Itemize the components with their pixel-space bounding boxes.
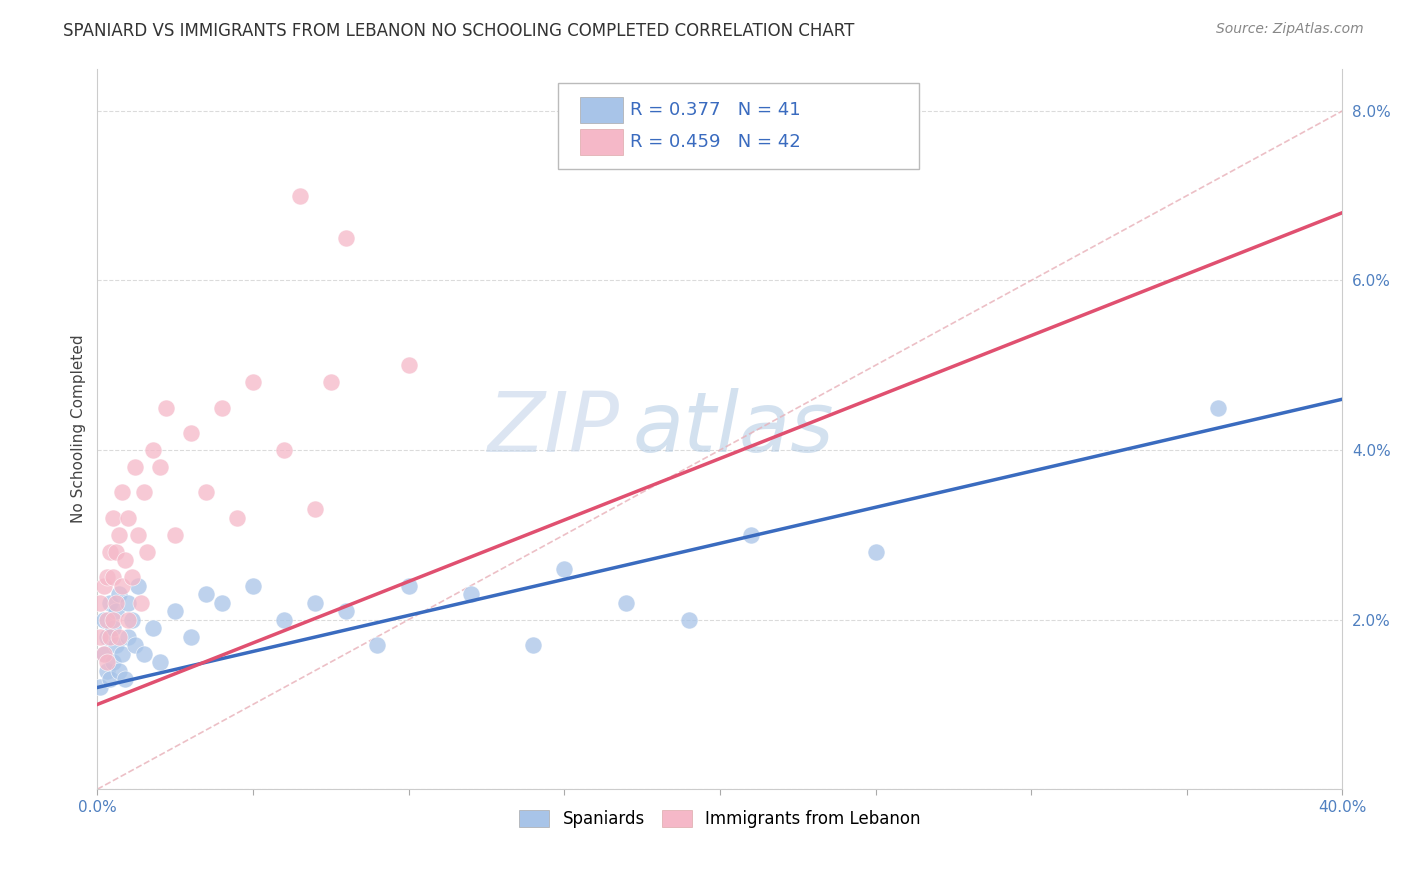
Point [111, 485, 134, 500]
Point [195, 485, 218, 500]
Point [121, 613, 143, 627]
Point [101, 570, 124, 584]
Point [273, 613, 295, 627]
Point [180, 426, 202, 441]
Point [96, 570, 118, 584]
Text: SPANIARD VS IMMIGRANTS FROM LEBANON NO SCHOOLING COMPLETED CORRELATION CHART: SPANIARD VS IMMIGRANTS FROM LEBANON NO S… [63, 22, 855, 40]
Point [1206, 401, 1229, 415]
Point [127, 579, 149, 593]
FancyBboxPatch shape [581, 96, 623, 122]
Point [136, 545, 159, 559]
Point [155, 401, 177, 415]
Point [319, 376, 342, 390]
Point [142, 621, 165, 635]
Point [101, 511, 124, 525]
Point [335, 231, 357, 245]
Point [105, 604, 128, 618]
Text: atlas: atlas [633, 388, 834, 469]
Point [132, 485, 155, 500]
Point [98, 596, 121, 610]
Point [114, 553, 136, 567]
Text: R = 0.459   N = 42: R = 0.459 N = 42 [630, 133, 801, 151]
Point [117, 630, 139, 644]
FancyBboxPatch shape [581, 129, 623, 155]
Point [96, 630, 118, 644]
Point [242, 376, 264, 390]
Y-axis label: No Schooling Completed: No Schooling Completed [72, 334, 86, 524]
Point [865, 545, 887, 559]
Point [93, 647, 115, 661]
Point [129, 596, 152, 610]
Point [335, 604, 357, 618]
Point [149, 655, 172, 669]
Point [242, 579, 264, 593]
Point [366, 638, 388, 652]
Point [89, 596, 111, 610]
Point [98, 630, 121, 644]
Point [740, 528, 762, 542]
Legend: Spaniards, Immigrants from Lebanon: Spaniards, Immigrants from Lebanon [513, 804, 927, 835]
Point [89, 630, 111, 644]
Point [398, 359, 420, 373]
Point [101, 613, 124, 627]
Point [108, 587, 131, 601]
Point [304, 502, 326, 516]
Point [96, 664, 118, 678]
Point [111, 579, 134, 593]
Point [226, 511, 249, 525]
Point [142, 443, 165, 458]
Point [678, 613, 700, 627]
Point [460, 587, 482, 601]
Point [105, 545, 128, 559]
Point [93, 613, 115, 627]
Point [132, 647, 155, 661]
FancyBboxPatch shape [558, 83, 920, 169]
Point [108, 664, 131, 678]
Point [96, 655, 118, 669]
Point [304, 596, 326, 610]
Point [93, 647, 115, 661]
Point [108, 528, 131, 542]
Point [165, 528, 187, 542]
Point [108, 630, 131, 644]
Point [89, 681, 111, 695]
Point [522, 638, 544, 652]
Point [398, 579, 420, 593]
Point [195, 587, 218, 601]
Point [553, 562, 575, 576]
Point [124, 638, 146, 652]
Point [105, 596, 128, 610]
Point [165, 604, 187, 618]
Point [273, 443, 295, 458]
Point [111, 647, 134, 661]
Point [124, 460, 146, 475]
Point [93, 579, 115, 593]
Point [98, 545, 121, 559]
Point [101, 621, 124, 635]
Point [117, 511, 139, 525]
Point [149, 460, 172, 475]
Text: R = 0.377   N = 41: R = 0.377 N = 41 [630, 101, 801, 119]
Point [101, 655, 124, 669]
Point [96, 613, 118, 627]
Point [616, 596, 638, 610]
Point [117, 596, 139, 610]
Text: Source: ZipAtlas.com: Source: ZipAtlas.com [1216, 22, 1364, 37]
Point [121, 570, 143, 584]
Point [117, 613, 139, 627]
Point [105, 638, 128, 652]
Point [98, 672, 121, 686]
Point [114, 672, 136, 686]
Point [180, 630, 202, 644]
Text: ZIP: ZIP [488, 388, 620, 469]
Point [127, 528, 149, 542]
Point [211, 401, 233, 415]
Point [211, 596, 233, 610]
Point [288, 188, 311, 202]
